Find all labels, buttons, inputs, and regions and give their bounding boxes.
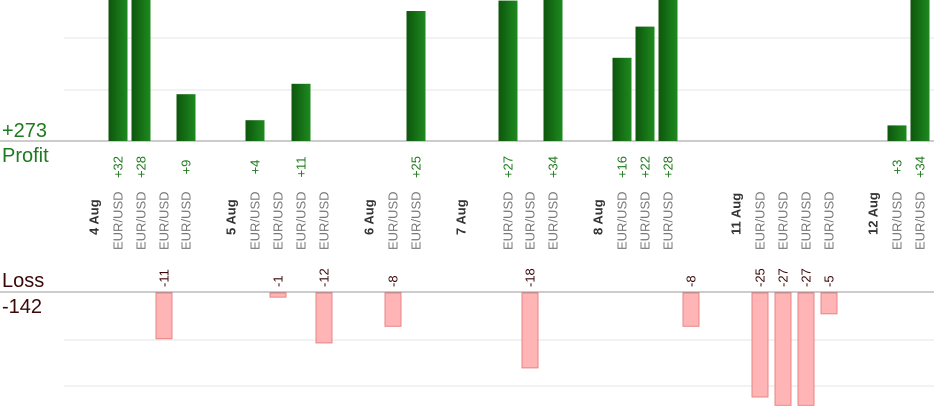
symbol-label: EUR/USD bbox=[545, 191, 560, 250]
profit-bar bbox=[108, 0, 128, 141]
profit-bar bbox=[245, 120, 265, 141]
loss-value-label: -25 bbox=[752, 268, 767, 287]
profit-total: +273 bbox=[2, 120, 48, 142]
loss-value-label: -1 bbox=[270, 275, 285, 287]
loss-value-label: -8 bbox=[683, 275, 698, 287]
profit-value-label: +9 bbox=[178, 160, 193, 175]
loss-bar bbox=[797, 292, 815, 406]
symbol-label: EUR/USD bbox=[637, 191, 652, 250]
profit-bar bbox=[543, 0, 563, 141]
date-label: 12 Aug bbox=[865, 192, 880, 235]
profit-value-label: +28 bbox=[133, 156, 148, 178]
profit-bar bbox=[291, 83, 311, 141]
profit-bar bbox=[406, 11, 426, 141]
profit-value-label: +34 bbox=[545, 156, 560, 178]
profit-value-label: +16 bbox=[614, 156, 629, 178]
symbol-label: EUR/USD bbox=[178, 191, 193, 250]
loss-value-label: -8 bbox=[385, 275, 400, 287]
symbol-label: EUR/USD bbox=[889, 191, 904, 250]
grid-lines bbox=[0, 37, 934, 387]
profit-value-label: +34 bbox=[912, 156, 927, 178]
profit-bar bbox=[498, 0, 518, 141]
symbol-label: EUR/USD bbox=[408, 191, 423, 250]
symbol-label: EUR/USD bbox=[752, 191, 767, 250]
profit-bar bbox=[635, 26, 655, 142]
symbol-label: EUR/USD bbox=[500, 191, 515, 250]
loss-bar bbox=[155, 292, 173, 340]
profit-value-label: +27 bbox=[500, 156, 515, 178]
date-label: 7 Aug bbox=[453, 199, 468, 235]
symbol-label: EUR/USD bbox=[798, 191, 813, 250]
loss-label: Loss bbox=[2, 270, 45, 292]
profit-bar bbox=[176, 94, 196, 141]
loss-value-label: -27 bbox=[775, 268, 790, 287]
loss-bar bbox=[682, 292, 700, 327]
date-label: 4 Aug bbox=[86, 199, 101, 235]
loss-bar bbox=[820, 292, 838, 315]
symbol-label: EUR/USD bbox=[912, 191, 927, 250]
symbol-label: EUR/USD bbox=[821, 191, 836, 250]
symbol-label: EUR/USD bbox=[660, 191, 675, 250]
date-label: 5 Aug bbox=[223, 199, 238, 235]
profit-bar bbox=[910, 0, 930, 141]
profit-value-label: +25 bbox=[408, 156, 423, 178]
loss-bar bbox=[774, 292, 792, 406]
profit-bar bbox=[131, 0, 151, 141]
loss-bar bbox=[269, 292, 287, 298]
loss-value-label: -11 bbox=[156, 269, 171, 287]
profit-label: Profit bbox=[2, 145, 49, 167]
symbol-label: EUR/USD bbox=[110, 191, 125, 250]
profit-bar bbox=[612, 57, 632, 141]
date-label: 11 Aug bbox=[728, 193, 743, 235]
symbol-label: EUR/USD bbox=[293, 191, 308, 250]
loss-value-label: -18 bbox=[522, 268, 537, 287]
loss-total: -142 bbox=[2, 296, 43, 318]
loss-value-label: -12 bbox=[316, 268, 331, 287]
profit-value-label: +32 bbox=[110, 156, 125, 178]
symbol-label: EUR/USD bbox=[247, 191, 262, 250]
bars bbox=[108, 0, 930, 406]
symbol-label: EUR/USD bbox=[385, 191, 400, 250]
profit-value-label: +4 bbox=[247, 160, 262, 175]
loss-bar bbox=[521, 292, 539, 369]
profit-value-label: +22 bbox=[637, 156, 652, 178]
profit-bar bbox=[887, 125, 907, 141]
symbol-label: EUR/USD bbox=[270, 191, 285, 250]
loss-bar bbox=[384, 292, 402, 327]
date-label: 6 Aug bbox=[361, 199, 376, 235]
loss-value-label: -27 bbox=[798, 268, 813, 287]
symbol-label: EUR/USD bbox=[522, 191, 537, 250]
symbol-label: EUR/USD bbox=[316, 191, 331, 250]
date-label: 8 Aug bbox=[590, 199, 605, 235]
symbol-label: EUR/USD bbox=[614, 191, 629, 250]
profit-value-label: +3 bbox=[889, 160, 904, 175]
profit-bar bbox=[658, 0, 678, 141]
symbol-label: EUR/USD bbox=[156, 191, 171, 250]
labels: +32 +28 +9 +4 +11 +25 +27 +34 +16 +22 +28 +3 +34 -11 -… bbox=[86, 156, 927, 287]
profit-value-label: +28 bbox=[660, 156, 675, 178]
loss-value-label: -5 bbox=[821, 275, 836, 287]
symbol-label: EUR/USD bbox=[775, 191, 790, 250]
loss-bar bbox=[315, 292, 333, 344]
symbol-label: EUR/USD bbox=[133, 191, 148, 250]
profit-value-label: +11 bbox=[293, 156, 308, 177]
loss-bar bbox=[751, 292, 769, 398]
